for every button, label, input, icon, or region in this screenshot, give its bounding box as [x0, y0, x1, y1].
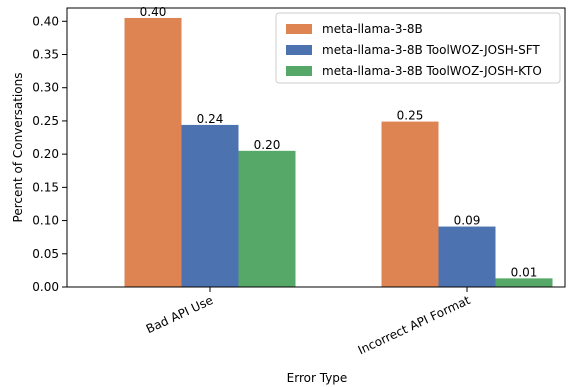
- y-tick-label: 0.35: [32, 48, 59, 62]
- bar-value-label: 0.40: [140, 5, 167, 19]
- bar: [238, 150, 296, 287]
- legend-box: [275, 12, 561, 84]
- legend-label: meta-llama-3-8B: [322, 22, 423, 36]
- legend-swatch: [286, 24, 312, 34]
- bar: [124, 17, 182, 287]
- bar-value-label: 0.24: [197, 112, 224, 126]
- bar: [381, 121, 439, 287]
- bar: [495, 278, 553, 287]
- data-labels: 0.40 0.25 0.24 0.09 0.20 0.01: [140, 5, 538, 279]
- legend-swatch: [286, 45, 312, 55]
- legend-label: meta-llama-3-8B ToolWOZ-JOSH-KTO: [322, 64, 542, 78]
- y-tick-label: 0.20: [32, 147, 59, 161]
- y-tick-label: 0.15: [32, 180, 59, 194]
- bar-group: [124, 17, 553, 288]
- y-tick-label: 0.10: [32, 214, 59, 228]
- plot-area-frame: [66, 7, 566, 288]
- y-tick-label: 0.25: [32, 114, 59, 128]
- bar-value-label: 0.20: [254, 138, 281, 152]
- bar-value-label: 0.25: [397, 109, 424, 123]
- legend: meta-llama-3-8B meta-llama-3-8B ToolWOZ-J…: [275, 12, 561, 84]
- legend-label: meta-llama-3-8B ToolWOZ-JOSH-SFT: [322, 43, 540, 57]
- x-tick-label: Bad API Use: [144, 293, 215, 336]
- legend-swatch: [286, 66, 312, 76]
- bar-value-label: 0.09: [454, 214, 481, 228]
- bar-value-label: 0.01: [511, 265, 538, 279]
- y-tick-label: 0.40: [32, 14, 59, 28]
- y-axis-ticks: 0.00 0.05 0.10 0.15 0.20 0.25 0.30 0.35 0.40: [32, 14, 67, 294]
- bar: [181, 124, 239, 288]
- y-tick-label: 0.05: [32, 247, 59, 261]
- y-tick-label: 0.30: [32, 81, 59, 95]
- y-tick-label: 0.00: [32, 280, 59, 294]
- x-tick-label: Incorrect API Format: [356, 293, 473, 357]
- x-axis-label: Error Type: [287, 371, 348, 385]
- y-axis-label: Percent of Conversations: [11, 73, 25, 223]
- bar: [438, 226, 496, 287]
- x-axis-ticks: Bad API Use Incorrect API Format: [144, 287, 473, 357]
